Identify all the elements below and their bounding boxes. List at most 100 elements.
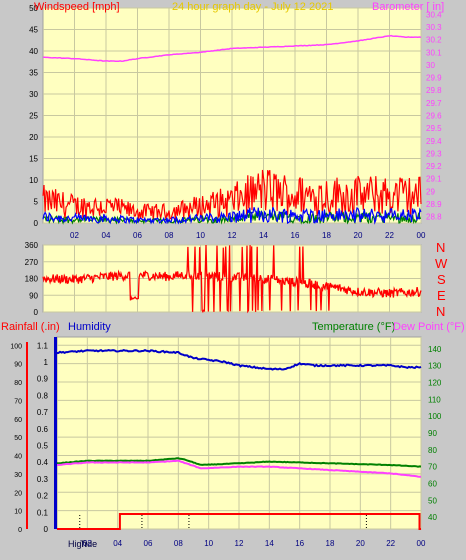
hour-tick-label: 22 bbox=[386, 539, 395, 548]
wind-direction-grid bbox=[43, 244, 422, 313]
rainfall-tick-label: 0 bbox=[44, 525, 49, 534]
temperature-axis-label: Temperature (°F) bbox=[312, 321, 395, 333]
rainfall-tick-label: 1.1 bbox=[37, 341, 49, 350]
temperature-tick-label: 60 bbox=[428, 480, 437, 489]
humidity-axis-bar bbox=[54, 337, 57, 529]
high-marker-label: High bbox=[68, 539, 87, 549]
hour-tick-label: 04 bbox=[102, 231, 111, 240]
hour-tick-label: 14 bbox=[259, 231, 268, 240]
tide-marker-label: Tide bbox=[80, 539, 97, 549]
hour-tick-label: 06 bbox=[144, 539, 153, 548]
windspeed-tick-label: 50 bbox=[29, 4, 38, 13]
compass-n-bottom: N bbox=[436, 304, 445, 319]
rain-humidity-temperature-series bbox=[56, 348, 422, 530]
humidity-tick-label: 40 bbox=[14, 454, 22, 461]
hour-tick-label: 02 bbox=[70, 231, 79, 240]
direction-tick-label: 270 bbox=[25, 258, 39, 267]
dewpoint-line bbox=[56, 459, 422, 478]
temperature-tick-label: 90 bbox=[428, 429, 437, 438]
barometer-tick-label: 30.2 bbox=[426, 36, 442, 45]
humidity-tick-label: 80 bbox=[14, 380, 22, 387]
humidity-tick-label: 60 bbox=[14, 417, 22, 424]
wind-average-line bbox=[42, 207, 422, 225]
hour-tick-label: 12 bbox=[235, 539, 244, 548]
rainfall-tick-label: 0.5 bbox=[37, 442, 49, 451]
compass-e: E bbox=[437, 288, 446, 303]
compass-n-top: N bbox=[436, 240, 445, 255]
temperature-tick-label: 40 bbox=[428, 513, 437, 522]
rain-axis-bar bbox=[26, 342, 28, 529]
barometer-tick-label: 29.5 bbox=[426, 124, 442, 133]
hour-tick-label: 20 bbox=[354, 231, 363, 240]
chart-title: 24 hour graph day - July 12 2021 bbox=[172, 1, 333, 13]
rainfall-tick-label: 0.7 bbox=[37, 408, 49, 417]
rain-humidity-temperature-ticks: 0 0.1 0.2 0.3 0.4 0.5 0.6 0.7 0.8 0.9 1 1.1 0 10 20 30 4… bbox=[10, 341, 442, 548]
dewpoint-axis-label: Dew Point (°F) bbox=[393, 321, 465, 333]
rainfall-tick-label: 0.3 bbox=[37, 475, 49, 484]
barometer-tick-label: 28.8 bbox=[426, 213, 442, 222]
compass-s: S bbox=[437, 272, 446, 287]
windspeed-tick-label: 35 bbox=[29, 69, 38, 78]
barometer-tick-label: 30.4 bbox=[426, 10, 442, 19]
windspeed-tick-label: 5 bbox=[34, 198, 39, 207]
temperature-tick-label: 110 bbox=[428, 395, 441, 404]
windspeed-tick-label: 40 bbox=[29, 47, 38, 56]
barometer-tick-label: 29.6 bbox=[426, 112, 442, 121]
barometer-tick-label: 28.9 bbox=[426, 200, 442, 209]
rainfall-tick-label: 0.2 bbox=[37, 492, 49, 501]
barometer-tick-label: 29 bbox=[426, 187, 435, 196]
rainfall-tick-label: 0.6 bbox=[37, 425, 49, 434]
temperature-tick-label: 50 bbox=[428, 496, 437, 505]
direction-tick-label: 0 bbox=[34, 308, 39, 317]
humidity-tick-label: 10 bbox=[14, 509, 22, 516]
rainfall-line bbox=[57, 513, 421, 530]
barometer-tick-label: 29.4 bbox=[426, 137, 442, 146]
windspeed-tick-label: 30 bbox=[29, 90, 38, 99]
compass-labels: N W S E N bbox=[435, 240, 448, 319]
temperature-tick-label: 140 bbox=[428, 345, 442, 354]
wind-direction-series bbox=[42, 244, 422, 314]
hour-tick-label: 10 bbox=[196, 231, 205, 240]
wind-direction-ticks: 0 90 180 270 360 bbox=[25, 241, 39, 317]
humidity-line bbox=[56, 348, 422, 371]
temperature-tick-label: 100 bbox=[428, 412, 442, 421]
humidity-tick-label: 0 bbox=[18, 527, 22, 534]
hour-tick-label: 06 bbox=[133, 231, 142, 240]
hour-tick-label: 10 bbox=[204, 539, 213, 548]
rainfall-tick-label: 0.4 bbox=[37, 458, 49, 467]
windspeed-tick-label: 0 bbox=[34, 219, 39, 228]
windspeed-tick-label: 25 bbox=[29, 112, 38, 121]
hour-tick-label: 22 bbox=[385, 231, 394, 240]
hour-tick-label: 18 bbox=[322, 231, 331, 240]
temperature-line bbox=[56, 457, 422, 468]
rainfall-tick-label: 0.1 bbox=[37, 508, 49, 517]
barometer-tick-label: 30 bbox=[426, 61, 435, 70]
barometer-line bbox=[42, 34, 422, 63]
hour-tick-label: 00 bbox=[417, 231, 426, 240]
direction-tick-label: 360 bbox=[25, 241, 39, 250]
temperature-tick-label: 130 bbox=[428, 362, 442, 371]
humidity-tick-label: 70 bbox=[14, 398, 22, 405]
barometer-tick-label: 29.3 bbox=[426, 149, 442, 158]
humidity-tick-label: 100 bbox=[10, 343, 22, 350]
hour-tick-label: 08 bbox=[174, 539, 183, 548]
barometer-axis-label: Barometer [ in] bbox=[372, 1, 444, 13]
windspeed-tick-label: 20 bbox=[29, 133, 38, 142]
rainfall-tick-label: 1 bbox=[44, 358, 49, 367]
windspeed-tick-label: 45 bbox=[29, 26, 38, 35]
barometer-tick-label: 30.1 bbox=[426, 48, 442, 57]
temperature-tick-label: 120 bbox=[428, 378, 442, 387]
windspeed-tick-label: 15 bbox=[29, 155, 38, 164]
barometer-tick-label: 29.8 bbox=[426, 86, 442, 95]
hour-tick-label: 08 bbox=[165, 231, 174, 240]
hour-tick-label: 02 bbox=[83, 539, 92, 548]
temperature-tick-label: 80 bbox=[428, 446, 437, 455]
hour-tick-label: 18 bbox=[326, 539, 335, 548]
hour-tick-label: 16 bbox=[291, 231, 300, 240]
hour-tick-label: 16 bbox=[295, 539, 304, 548]
wind-direction-line bbox=[42, 244, 422, 314]
hour-tick-label: 04 bbox=[113, 539, 122, 548]
rainfall-axis-label: Rainfall (.in) bbox=[1, 321, 60, 333]
wind-barometer-ticks: 0 5 10 15 20 25 30 35 40 45 50 28.8 28.9 29 29.1 29.2 29… bbox=[29, 4, 442, 240]
